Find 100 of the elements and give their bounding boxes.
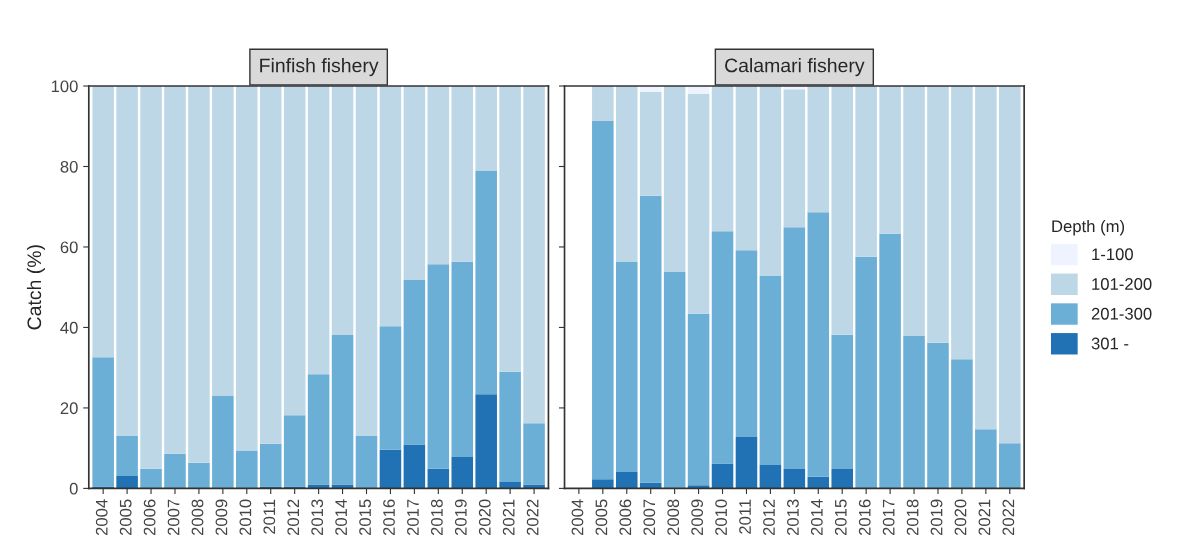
- x-tick-label: 2014: [810, 499, 823, 536]
- bar: [331, 484, 354, 489]
- bar: [140, 86, 162, 469]
- x-tick-label: 2017: [407, 499, 419, 536]
- x-tick-label: 2010: [715, 499, 727, 536]
- bar: [711, 231, 734, 464]
- bar: [855, 256, 877, 489]
- bar: [592, 121, 614, 480]
- x-tick-label: 2013: [787, 499, 799, 536]
- y-tick-label: 60: [60, 241, 78, 254]
- bar: [639, 91, 662, 196]
- bar: [475, 86, 497, 171]
- bar: [116, 436, 138, 476]
- bar: [164, 86, 186, 454]
- bar: [475, 394, 497, 489]
- x-tick-label: 2011: [739, 499, 751, 534]
- bar: [831, 86, 853, 335]
- bar: [427, 468, 450, 489]
- x-tick-label: 2018: [906, 499, 919, 536]
- bar: [523, 86, 545, 424]
- x-tick-label: 2012: [287, 499, 300, 536]
- bar: [927, 86, 949, 343]
- bar: [499, 371, 521, 482]
- x-tick-label: 2012: [763, 499, 775, 536]
- x-tick-label: 2020: [478, 499, 491, 536]
- bar: [355, 86, 378, 437]
- bar: [615, 86, 638, 262]
- bar: [831, 334, 853, 470]
- bar: [164, 453, 186, 489]
- x-tick-label: 2019: [454, 499, 467, 536]
- bar: [331, 86, 354, 336]
- bar: [427, 264, 450, 469]
- bar: [307, 484, 330, 489]
- bar: [379, 326, 402, 450]
- bar: [999, 443, 1021, 489]
- legend-label: 301 -: [1091, 337, 1129, 350]
- y-axis-title: Catch (%): [26, 245, 46, 330]
- bar: [903, 335, 925, 489]
- bar: [331, 335, 354, 485]
- x-tick-label: 2022: [526, 499, 539, 536]
- legend-title: Depth (m): [1052, 219, 1125, 236]
- bar: [116, 475, 138, 489]
- bar: [212, 395, 234, 489]
- bar: [259, 443, 282, 487]
- bar: [999, 86, 1021, 444]
- legend-label: 1-100: [1092, 248, 1133, 261]
- bar: [783, 227, 806, 470]
- chart-title: Calamari fishery: [725, 58, 865, 77]
- legend-label: 201-300: [1091, 307, 1152, 320]
- bar: [711, 463, 734, 489]
- bar: [451, 457, 474, 489]
- bar: [663, 86, 686, 272]
- bar: [759, 86, 782, 276]
- bar: [783, 469, 806, 489]
- bar: [687, 94, 710, 314]
- x-tick-label: 2020: [954, 499, 967, 536]
- bar: [592, 479, 614, 489]
- bar: [975, 86, 997, 430]
- bar: [735, 250, 758, 437]
- bar: [379, 449, 402, 489]
- y-tick-label: 40: [60, 321, 78, 334]
- bar: [927, 342, 949, 489]
- legend-label: 101-200: [1092, 278, 1152, 290]
- bar: [807, 86, 830, 213]
- bar: [903, 86, 925, 336]
- x-tick-label: 2019: [930, 499, 943, 536]
- x-tick-label: 2006: [143, 499, 156, 536]
- bar: [759, 465, 782, 489]
- y-tick-label: 0: [69, 482, 78, 495]
- bar: [283, 486, 306, 489]
- x-tick-label: 2004: [571, 499, 584, 536]
- bar: [639, 195, 662, 483]
- bar: [783, 89, 806, 228]
- x-tick-label: 2014: [335, 499, 348, 536]
- y-tick-label: 20: [60, 402, 78, 415]
- bar: [807, 476, 830, 489]
- bar: [236, 86, 258, 451]
- x-tick-label: 2018: [430, 499, 443, 536]
- x-tick-label: 2017: [882, 499, 895, 536]
- bar: [499, 86, 521, 372]
- x-tick-label: 2005: [595, 499, 608, 536]
- bar: [116, 86, 138, 437]
- bar: [475, 170, 497, 395]
- bar: [879, 86, 901, 234]
- bar: [427, 86, 450, 265]
- bar: [523, 423, 545, 485]
- x-tick-label: 2007: [643, 499, 656, 536]
- bar: [687, 485, 710, 489]
- x-tick-label: 2015: [834, 499, 847, 536]
- bar: [403, 444, 426, 489]
- bar: [451, 261, 474, 458]
- bar: [236, 450, 258, 489]
- bar: [592, 86, 614, 122]
- bar: [831, 469, 853, 489]
- x-tick-label: 2010: [239, 499, 252, 536]
- x-tick-label: 2011: [263, 499, 276, 534]
- bar: [259, 486, 282, 489]
- bar: [615, 471, 638, 489]
- bar: [855, 86, 877, 257]
- x-tick-label: 2021: [502, 499, 515, 536]
